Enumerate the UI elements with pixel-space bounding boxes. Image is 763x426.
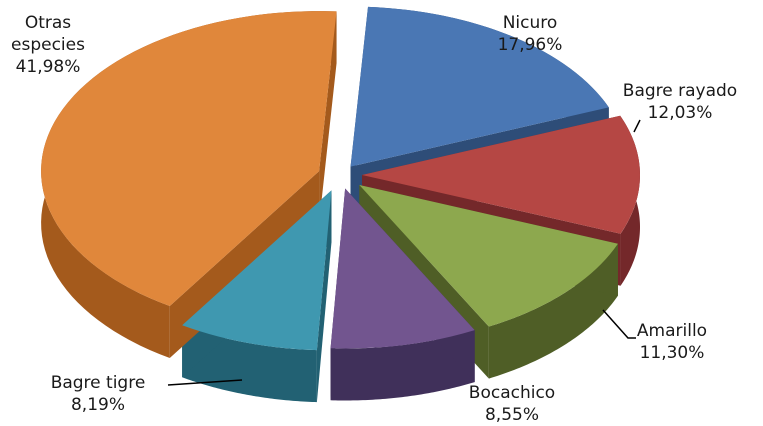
leader-line-bagre-tigre (167, 379, 243, 386)
data-label-bagre-rayado: Bagre rayado 12,03% (623, 81, 737, 123)
data-label-amarillo: Amarillo 11,30% (637, 321, 707, 363)
data-label-otras-especies: Otras especies 41,98% (11, 13, 85, 77)
slice-bagre-tigre (182, 190, 332, 351)
slice-nicuro (350, 6, 609, 167)
slice-cut-side-otras-especies-1 (319, 11, 337, 224)
data-label-bocachico: Bocachico 8,55% (469, 383, 555, 425)
data-label-bagre-tigre: Bagre tigre 8,19% (51, 373, 146, 415)
slice-bocachico (330, 188, 475, 349)
slice-tops (41, 6, 640, 351)
slice-otras-especies (41, 11, 337, 307)
slice-outer-side-amarillo (488, 243, 618, 379)
data-labels: Nicuro 17,96% Bagre rayado 12,03% Amarillo 11… (11, 13, 737, 425)
leader-line-bagre-rayado (633, 119, 641, 133)
slice-amarillo (359, 184, 618, 327)
leader-lines (167, 119, 641, 386)
slice-outer-side-bocachico (330, 330, 475, 401)
slice-bagre-rayado (361, 115, 640, 234)
leader-line-amarillo (602, 309, 636, 339)
data-label-nicuro: Nicuro 17,96% (498, 13, 563, 55)
